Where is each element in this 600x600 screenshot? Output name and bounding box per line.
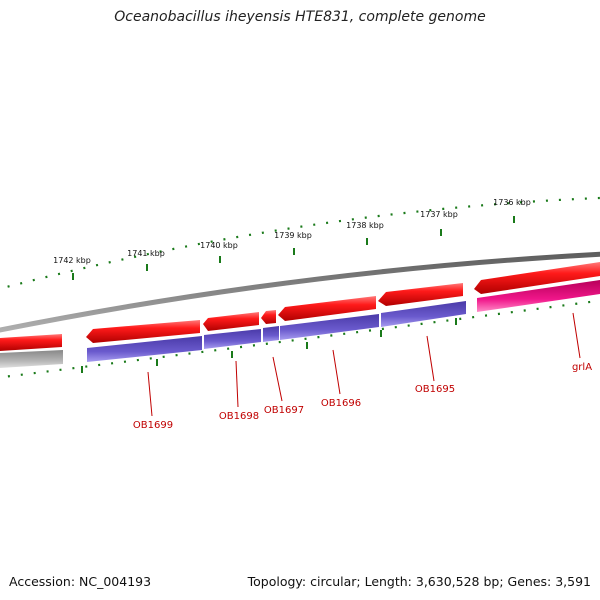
gene-label-ob1696: OB1696	[321, 398, 361, 409]
kbp-label-1742: 1742 kbp	[53, 256, 91, 265]
gene-label-leaders	[147, 312, 581, 417]
kbp-label-1740: 1740 kbp	[200, 241, 238, 250]
gene-label-grla: grlA	[572, 362, 592, 373]
gene-ob1697[interactable]	[263, 326, 279, 342]
gene-label-ob1695: OB1695	[415, 384, 455, 395]
inner-scale-ring	[0, 299, 600, 379]
forward-gene[interactable]	[86, 320, 200, 343]
outer-scale-ring	[0, 196, 600, 290]
forward-gene[interactable]	[0, 334, 62, 351]
gene-label-ob1699: OB1699	[133, 420, 173, 431]
gene-ob1696[interactable]	[280, 314, 379, 340]
forward-gene[interactable]	[474, 262, 600, 294]
pseudo-gene[interactable]	[0, 350, 63, 368]
accession-text: Accession: NC_004193	[9, 574, 152, 589]
forward-gene[interactable]	[378, 283, 463, 306]
gene-label-ob1697: OB1697	[264, 405, 304, 416]
forward-gene-track	[0, 262, 600, 351]
map-title: Oceanobacillus iheyensis HTE831, complet…	[114, 9, 486, 25]
gene-ob1698[interactable]	[204, 329, 261, 349]
gene-label-ob1698: OB1698	[219, 411, 259, 422]
forward-gene[interactable]	[203, 312, 259, 331]
forward-gene[interactable]	[261, 310, 276, 324]
kbp-label-1739: 1739 kbp	[274, 231, 312, 240]
kbp-label-1736: 1736 kbp	[493, 198, 531, 207]
kbp-label-1741: 1741 kbp	[127, 249, 165, 258]
kbp-label-1738: 1738 kbp	[346, 221, 384, 230]
forward-gene[interactable]	[278, 296, 376, 321]
kbp-label-1737: 1737 kbp	[420, 210, 458, 219]
genome-summary-text: Topology: circular; Length: 3,630,528 bp…	[247, 574, 591, 589]
gene-ob1699[interactable]	[87, 336, 202, 362]
gene-grla[interactable]	[477, 280, 600, 312]
reverse-gene-track	[0, 280, 600, 368]
gene-ob1695[interactable]	[381, 301, 466, 327]
genome-backbone	[0, 251, 600, 333]
